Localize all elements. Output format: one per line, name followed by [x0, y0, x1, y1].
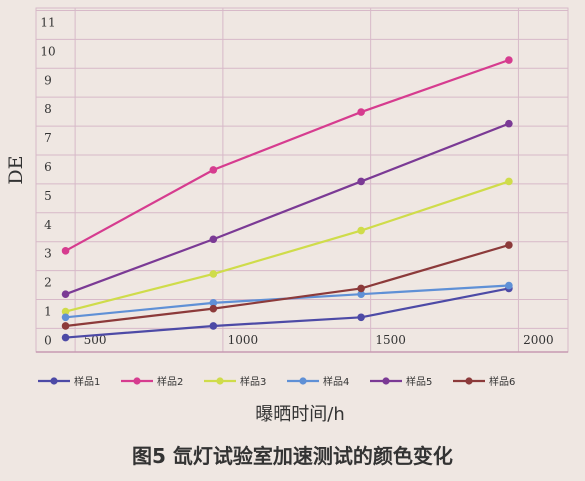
data-point: [357, 290, 365, 298]
data-point: [209, 299, 218, 307]
data-point: [61, 247, 70, 255]
series-line-6: [65, 243, 510, 328]
y-tick-label: 0: [44, 333, 52, 347]
data-point: [505, 241, 513, 249]
data-point: [61, 322, 70, 330]
series-line-1: [65, 287, 510, 339]
data-point: [209, 322, 218, 330]
data-point: [357, 284, 365, 293]
legend-label: 样品3: [240, 375, 266, 388]
y-axis-title: DE: [5, 155, 27, 184]
data-point: [209, 304, 218, 313]
legend-swatch-marker: [465, 377, 473, 385]
y-tick-label: 4: [44, 218, 52, 232]
data-point: [357, 226, 365, 235]
data-point: [209, 270, 218, 278]
y-tick-label: 1: [44, 305, 52, 319]
y-tick-label: 5: [44, 189, 52, 203]
legend-label: 样品2: [157, 375, 183, 388]
series-line-5: [65, 122, 510, 296]
y-tick-label: 9: [44, 73, 52, 87]
data-point: [357, 177, 365, 186]
data-point: [61, 290, 70, 298]
data-point: [357, 108, 365, 116]
series-line-2: [65, 58, 510, 252]
y-tick-label: 10: [40, 44, 55, 58]
data-point: [505, 56, 513, 64]
y-tick-label: 11: [40, 15, 55, 29]
x-axis-title: 曝晒时间/h: [255, 404, 344, 425]
x-tick-label: 1000: [228, 333, 259, 347]
legend-label: 样品6: [489, 375, 515, 388]
data-point: [505, 281, 513, 290]
y-tick-label: 3: [44, 247, 52, 261]
y-tick-label: 7: [44, 131, 52, 145]
data-point: [209, 235, 218, 244]
data-point: [61, 333, 70, 342]
data-point: [61, 307, 70, 316]
legend-swatch-marker: [299, 377, 307, 385]
y-tick-label: 2: [44, 276, 52, 290]
legend-label: 样品1: [74, 375, 100, 388]
data-point: [357, 313, 365, 322]
y-tick-label: 8: [44, 102, 52, 116]
figure-caption: 图5 氙灯试验室加速测试的颜色变化: [132, 444, 453, 468]
x-tick-label: 2000: [523, 333, 554, 347]
y-tick-label: 6: [44, 160, 52, 174]
x-tick-label: 1500: [375, 333, 406, 347]
series-line-3: [65, 180, 510, 313]
legend-label: 样品4: [323, 375, 349, 388]
data-point: [505, 177, 513, 186]
legend-swatch-marker: [50, 377, 58, 385]
legend-swatch-marker: [133, 377, 141, 385]
plot-frame: [35, 7, 569, 353]
data-point: [209, 166, 218, 174]
data-point: [505, 119, 513, 128]
data-point: [61, 313, 70, 322]
legend-swatch-marker: [216, 377, 224, 385]
legend-swatch-marker: [382, 377, 390, 385]
legend-label: 样品5: [406, 375, 432, 388]
